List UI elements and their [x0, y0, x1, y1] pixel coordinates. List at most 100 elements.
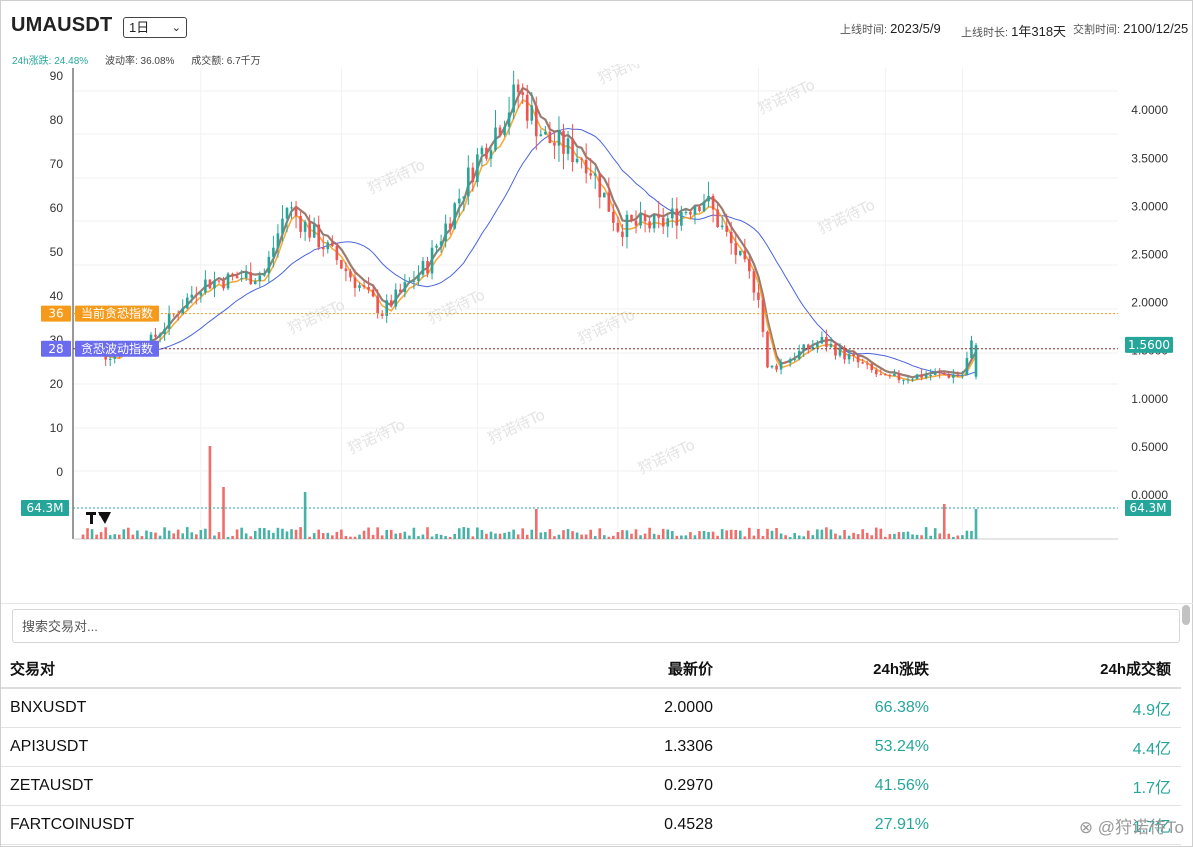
fear-greed-smooth-line — [82, 86, 977, 379]
table-row[interactable]: API3USDT 1.3306 53.24% 4.4亿 — [1, 727, 1181, 767]
volume-bar — [553, 536, 556, 539]
left-tick-label: 90 — [50, 69, 64, 83]
left-tick-label: 40 — [50, 289, 64, 303]
volume-bar — [902, 532, 905, 539]
candle-body — [217, 280, 221, 282]
volume-left-tag: 64.3M — [21, 500, 69, 516]
volume-bar — [970, 530, 973, 539]
candle-body — [711, 195, 715, 210]
volume-bar — [340, 529, 343, 539]
volume-bar — [684, 535, 688, 539]
candle-body — [421, 261, 425, 275]
candle-body — [616, 222, 620, 232]
volume-bar — [961, 535, 964, 539]
volume-bar — [616, 532, 620, 539]
volume-bar — [639, 535, 642, 539]
chevron-down-icon: ⌄ — [171, 22, 181, 34]
candle-body — [312, 224, 316, 238]
volume-bar — [276, 527, 280, 539]
volume-bar — [865, 532, 869, 539]
volume-bar — [358, 534, 361, 539]
volume-bar — [630, 533, 633, 539]
volume-bar — [167, 530, 171, 539]
candle-body — [757, 292, 760, 300]
candle-body — [884, 374, 887, 376]
volume-bar — [421, 534, 425, 539]
candle-body — [167, 313, 171, 329]
candle-body — [494, 127, 497, 151]
candle-body — [408, 281, 411, 283]
candle-body — [874, 369, 878, 375]
candle-body — [942, 372, 946, 375]
volume-bar — [403, 531, 407, 539]
candle-body — [707, 195, 710, 202]
header-volume[interactable]: 24h成交额 — [937, 649, 1181, 689]
watermark-text: 狩诺待To — [345, 416, 408, 458]
volume-bar — [81, 534, 85, 539]
candle-body — [553, 143, 556, 146]
candle-body — [843, 347, 846, 360]
candle-body — [281, 218, 284, 234]
candle-body — [226, 273, 230, 289]
volume-bar — [965, 530, 969, 539]
watermark-text: 狩诺待To — [755, 76, 818, 118]
volume-bar — [131, 534, 135, 539]
volume-bar — [825, 527, 828, 539]
volume-bar — [906, 531, 910, 539]
watermark-text: 狩诺待To — [285, 296, 348, 338]
watermark-text: 狩诺待To — [575, 306, 638, 348]
volume-bar — [643, 533, 647, 539]
candle-body — [670, 208, 674, 219]
volume-bar — [249, 536, 253, 539]
pairs-table: 交易对 最新价 24h涨跌 24h成交额 BNXUSDT 2.0000 66.3… — [1, 649, 1181, 845]
volume-bar — [389, 529, 393, 539]
table-row[interactable]: ZETAUSDT 0.2970 41.56% 1.7亿 — [1, 766, 1181, 806]
volume-bar — [761, 536, 765, 539]
volume-bar — [494, 533, 497, 539]
candle-body — [861, 362, 864, 364]
candle-body — [539, 134, 543, 137]
candle-body — [648, 221, 651, 229]
volume-bar — [317, 529, 321, 539]
candle-body — [294, 207, 298, 216]
search-input[interactable] — [13, 610, 1179, 642]
header-change[interactable]: 24h涨跌 — [721, 649, 937, 689]
table-row[interactable]: FARTCOINUSDT 0.4528 27.91% 1.7亿 — [1, 805, 1181, 845]
header-pair[interactable]: 交易对 — [1, 649, 421, 689]
header-price[interactable]: 最新价 — [421, 649, 721, 689]
interval-select[interactable]: 1日 ⌄ — [123, 17, 187, 38]
candles — [81, 70, 978, 385]
right-tick-label: 2.5000 — [1131, 248, 1168, 262]
candle-body — [584, 159, 588, 174]
candle-body — [154, 334, 157, 337]
listing-info: 上线时间: 2023/5/9 — [840, 21, 941, 37]
price-chart[interactable]: 90807060504030201004.00003.50003.00002.5… — [1, 64, 1191, 542]
volume-bar — [743, 536, 747, 539]
fear-greed-label-tag-text: 当前贪恐指数 — [81, 306, 153, 321]
table-row[interactable]: BNXUSDT 2.0000 66.38% 4.9亿 — [1, 688, 1181, 728]
volume-bar — [530, 529, 534, 539]
candle-body — [204, 279, 207, 293]
volume-bar — [244, 533, 248, 539]
candle-body — [902, 379, 905, 381]
volume-bar — [802, 536, 806, 539]
volume-bar — [847, 535, 851, 539]
candle-body — [657, 214, 660, 218]
candle-body — [793, 358, 796, 360]
candle-body — [199, 292, 203, 296]
volume-bar — [462, 527, 466, 539]
candle-body — [299, 215, 302, 232]
candle-body — [974, 344, 978, 377]
fear-greed-value-tag-text: 36 — [48, 307, 63, 321]
scrollbar[interactable] — [1182, 605, 1190, 625]
volume-bar — [757, 528, 760, 539]
volume-bar — [163, 527, 166, 539]
duration-value: 1年318天 — [1011, 24, 1067, 39]
delivery-date: 2100/12/25 — [1123, 21, 1189, 36]
candle-body — [240, 278, 243, 280]
volume-bar — [820, 529, 824, 539]
candle-body — [548, 131, 552, 144]
tradingview-logo-icon — [86, 512, 111, 524]
volume-bar — [680, 535, 683, 539]
volume-bar — [213, 535, 216, 539]
